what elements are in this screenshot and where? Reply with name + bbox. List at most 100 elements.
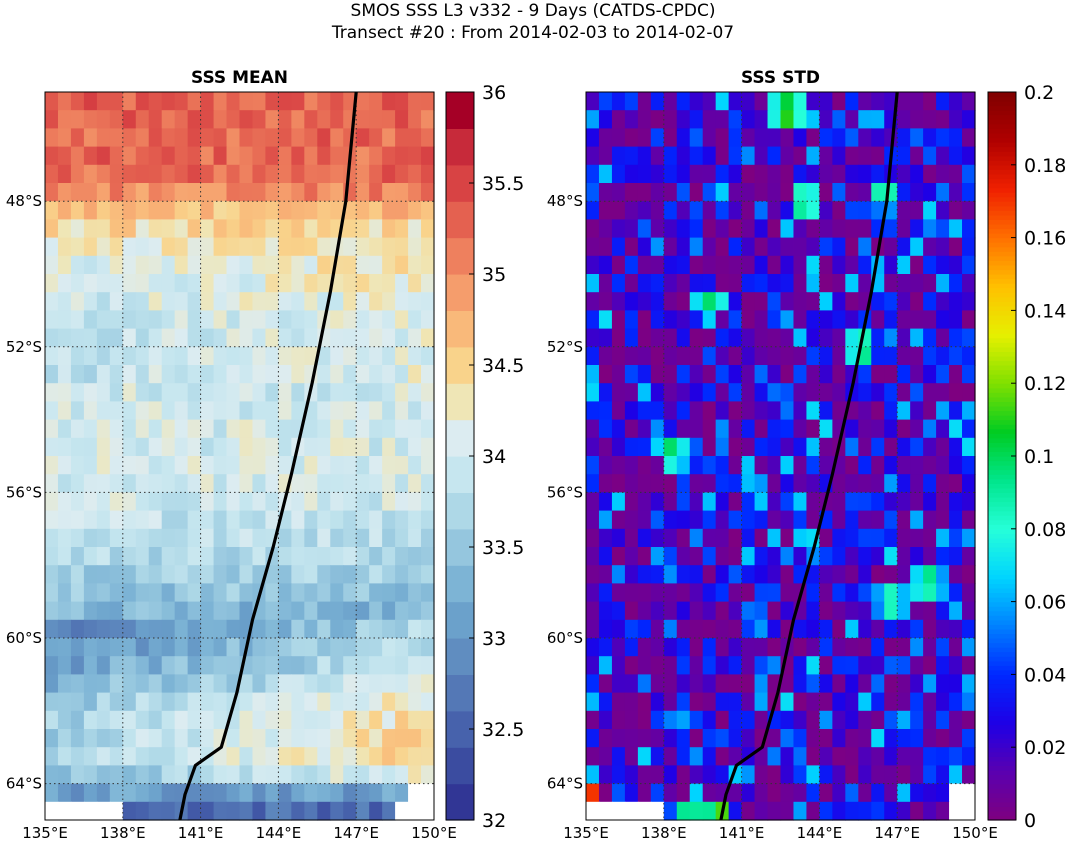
colorbar-segment [988, 369, 1016, 375]
heatmap-cell [962, 401, 976, 421]
heatmap-cell [819, 692, 833, 712]
heatmap-cell [845, 237, 859, 257]
heatmap-cell [343, 328, 357, 348]
heatmap-cell [741, 656, 756, 675]
heatmap-cell [96, 601, 111, 621]
heatmap-cell [200, 783, 215, 803]
heatmap-cell [382, 656, 396, 675]
heatmap-cell [702, 219, 717, 239]
heatmap-cell [213, 365, 228, 384]
heatmap-cell [611, 492, 626, 512]
heatmap-cell [109, 528, 124, 548]
heatmap-cell [45, 92, 59, 111]
heatmap-cell [650, 783, 665, 803]
heatmap-cell [910, 619, 924, 639]
heatmap-cell [57, 274, 72, 293]
heatmap-cell [252, 528, 267, 548]
heatmap-cell [871, 474, 885, 493]
grid-lines [45, 92, 434, 820]
heatmap-cell [884, 601, 898, 621]
colorbar-segment [446, 274, 474, 311]
heatmap-cell [884, 456, 898, 475]
heatmap-cell [780, 729, 795, 748]
colorbar-segment [988, 660, 1016, 666]
heatmap-cell [767, 255, 782, 275]
colorbar-segment [988, 656, 1016, 662]
heatmap-cell [832, 565, 846, 584]
heatmap-cell [174, 310, 189, 330]
heatmap-cell [57, 783, 72, 803]
heatmap-cell [304, 219, 318, 239]
heatmap-cell [962, 383, 976, 402]
heatmap-cell [226, 765, 241, 785]
heatmap-cell [598, 565, 613, 584]
heatmap-cell [845, 128, 859, 148]
heatmap-cell [936, 219, 950, 239]
heatmap-cell [819, 219, 833, 239]
heatmap-cell [395, 692, 409, 712]
heatmap-cell [819, 801, 833, 821]
heatmap-cell [586, 255, 600, 275]
heatmap-cell [676, 274, 691, 293]
heatmap-cell [624, 765, 639, 785]
heatmap-cell [187, 528, 202, 548]
heatmap-cell [200, 401, 215, 421]
heatmap-cell [910, 365, 924, 384]
heatmap-cell [728, 674, 743, 694]
heatmap-cell [715, 328, 730, 348]
heatmap-cell [884, 583, 898, 603]
heatmap-cell [200, 492, 215, 512]
heatmap-cell [936, 528, 950, 548]
heatmap-cell [187, 801, 202, 821]
heatmap-cell [780, 474, 795, 493]
heatmap-cell [676, 255, 691, 275]
heatmap-cell [637, 765, 652, 785]
heatmap-cell [45, 565, 59, 584]
heatmap-cell [637, 164, 652, 184]
heatmap-cell [421, 528, 435, 548]
colorbar-segment [988, 92, 1016, 98]
heatmap-cell [689, 456, 704, 475]
heatmap-cell [395, 92, 409, 111]
heatmap-cell [754, 401, 769, 421]
heatmap-cell [291, 92, 305, 111]
heatmap-cell [650, 292, 665, 311]
heatmap-cell [343, 747, 357, 766]
heatmap-cell [728, 801, 743, 821]
heatmap-cell [382, 747, 396, 766]
heatmap-cell [278, 365, 292, 384]
heatmap-cell [174, 528, 189, 548]
heatmap-cell [122, 565, 137, 584]
heatmap-cell [395, 601, 409, 621]
heatmap-cell [408, 474, 422, 493]
heatmap-cell [611, 219, 626, 239]
heatmap-cell [304, 528, 318, 548]
heatmap-cell [910, 328, 924, 348]
heatmap-cell [806, 674, 820, 694]
heatmap-cell [291, 237, 305, 257]
colorbar-tick-label: 33 [482, 628, 506, 650]
heatmap-cell [858, 801, 872, 821]
heatmap-cell [122, 365, 137, 384]
heatmap-cell [897, 601, 911, 621]
heatmap-cell [252, 747, 267, 766]
heatmap-cell [421, 419, 435, 439]
heatmap-cell [161, 146, 176, 166]
heatmap-cell [624, 401, 639, 421]
heatmap-cell [676, 583, 691, 603]
heatmap-cell [598, 729, 613, 748]
heatmap-cell [832, 765, 846, 785]
heatmap-cell [122, 638, 137, 657]
heatmap-cell [83, 765, 98, 785]
heatmap-cell [200, 164, 215, 184]
heatmap-cell [637, 201, 652, 220]
heatmap-cell [858, 383, 872, 402]
heatmap-cell [715, 674, 730, 694]
heatmap-cell [871, 510, 885, 530]
heatmap-cell [83, 128, 98, 148]
heatmap-cell [910, 164, 924, 184]
heatmap-cell [109, 183, 124, 202]
heatmap-cell [356, 201, 370, 220]
heatmap-cell [624, 638, 639, 657]
